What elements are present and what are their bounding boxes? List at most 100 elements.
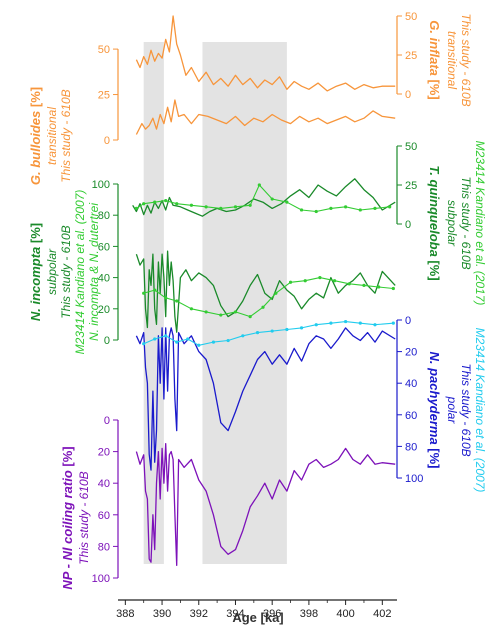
incompta-y-tick-label-0: 0 — [104, 335, 110, 347]
incompta-y-tick-label-40: 40 — [98, 273, 110, 285]
incompta-series-1-point — [219, 313, 223, 317]
inflata-series-0-line — [135, 15, 396, 92]
quinqueloba-series-1-point — [344, 205, 348, 209]
quinqueloba-series-1-point — [329, 206, 333, 210]
pachyderma-source: This study - 610B — [459, 363, 473, 456]
quinqueloba-source: This study - 610B — [459, 176, 473, 269]
coiling-y-tick-label-60: 60 — [98, 510, 110, 522]
incompta-series-1-point — [318, 276, 322, 280]
incompta-series-1-point — [204, 310, 208, 314]
bulloides-title: G. bulloides [%] — [28, 87, 43, 185]
pachyderma-y-tick-label-20: 20 — [405, 347, 417, 359]
pachyderma-series-1-point — [329, 321, 333, 325]
bulloides-y-tick-label-0: 0 — [104, 135, 110, 147]
quinqueloba-series-1-point — [204, 205, 208, 209]
quinqueloba-series-1-point — [373, 206, 377, 210]
coiling-y-tick-label-100: 100 — [92, 573, 110, 585]
incompta-series-1-point — [391, 286, 395, 291]
bulloides-series-0-line — [135, 99, 396, 135]
quinqueloba-subtitle: subpolar — [445, 200, 459, 247]
quinqueloba-series-1-point — [134, 206, 138, 210]
incompta-series-1-point — [248, 315, 252, 319]
bulloides-source: This study - 610B — [59, 89, 73, 182]
axes: 388 390 392 394 396 398 400 4020255002550025500… — [92, 11, 424, 620]
x-tick-label-400: 400 — [336, 608, 354, 620]
pachyderma-series-1-point — [270, 329, 274, 333]
inflata-y-tick-label-25: 25 — [405, 50, 417, 62]
x-tick-label-396: 396 — [263, 608, 281, 620]
incompta-source2: M23414 Kandiano et al. (2007) — [73, 190, 87, 355]
incompta-series-1-point — [233, 310, 238, 314]
incompta-series-1-point — [288, 280, 293, 284]
incompta-series-1-point — [261, 305, 265, 309]
quinqueloba-series-1-point — [358, 208, 362, 212]
quinqueloba-source2: M23414 Kandiano et al. (2017) — [473, 141, 487, 306]
x-tick-label-392: 392 — [190, 608, 208, 620]
bulloides-axis-title: G. bulloides [%] transitional This study… — [28, 87, 73, 185]
quinqueloba-series-1-point — [388, 205, 392, 209]
x-tick-label-388: 388 — [116, 608, 134, 620]
quinqueloba-axis-title: T. quinqueloba [%] subpolar This study -… — [427, 141, 487, 306]
pachyderma-y-tick-label-40: 40 — [405, 378, 417, 390]
incompta-series-1-point — [377, 285, 381, 289]
pachyderma-series-1-point — [226, 338, 230, 343]
inflata-subtitle: transitional — [445, 31, 459, 89]
coiling-series-0-line — [135, 443, 396, 567]
inflata-title: G. inflata [%] — [427, 20, 442, 99]
quinqueloba-title: T. quinqueloba [%] — [427, 165, 442, 280]
quinqueloba-series-1-point — [299, 208, 304, 212]
quinqueloba-series-1-point — [270, 197, 274, 201]
bulloides-y-tick-label-25: 25 — [98, 90, 110, 102]
pachyderma-subtitle: polar — [445, 396, 459, 425]
incompta-series-1-point — [347, 282, 351, 286]
quinqueloba-series-1-point — [189, 203, 194, 207]
quinqueloba-series-1-point — [175, 202, 179, 206]
quinqueloba-y-tick-label-0: 0 — [405, 219, 411, 231]
incompta-series-1-point — [189, 307, 194, 311]
inflata-y-tick-label-0: 0 — [405, 89, 411, 101]
pachyderma-series-1-point — [175, 340, 179, 344]
pachyderma-series-1-point — [153, 337, 157, 341]
inflata-source: This study - 610B — [459, 13, 473, 106]
pachyderma-series-1-point — [241, 334, 245, 338]
quinqueloba-series-1-line — [136, 184, 390, 213]
incompta-series-1-point — [153, 288, 157, 292]
pachyderma-series-1-point — [197, 343, 201, 347]
quinqueloba-series-1-point — [314, 209, 318, 214]
incompta-series-1-point — [303, 279, 307, 283]
pachyderma-y-tick-label-60: 60 — [405, 410, 417, 422]
pachyderma-series-1-point — [255, 331, 260, 335]
coiling-y-tick-label-0: 0 — [104, 415, 110, 427]
incompta-subtitle: subpolar — [45, 248, 59, 295]
quinqueloba-y-tick-label-50: 50 — [405, 141, 417, 153]
pachyderma-series-1-point — [211, 340, 216, 344]
coiling-y-tick-label-40: 40 — [98, 478, 110, 490]
pachyderma-series-1-point — [299, 326, 304, 330]
coiling-y-tick-label-20: 20 — [98, 447, 110, 459]
x-axis-title: Age [ka] — [232, 610, 283, 625]
incompta-series-1-point — [164, 296, 168, 300]
incompta-series-1-point — [362, 283, 366, 287]
incompta-source3: N. incompta & N. dutertrei — [87, 203, 101, 341]
shaded-interval-1 — [202, 42, 287, 564]
incompta-series-0-line — [135, 250, 396, 333]
pachyderma-axis-title: N. pachyderma [%] polar This study - 610… — [427, 328, 487, 493]
incompta-y-tick-label-100: 100 — [92, 179, 110, 191]
incompta-title: N. incompta [%] — [28, 223, 43, 321]
x-tick-label-398: 398 — [300, 608, 318, 620]
x-tick-label-390: 390 — [153, 608, 171, 620]
quinqueloba-series-1-point — [248, 203, 252, 207]
pachyderma-series-1-point — [358, 321, 362, 325]
coiling-axis-title: NP - Nl coiling ratio [%] This study - 6… — [60, 446, 91, 589]
x-tick-label-394: 394 — [226, 608, 244, 620]
incompta-axis-title: N. incompta [%] subpolar This study - 61… — [28, 190, 101, 355]
pachyderma-series-1-point — [186, 337, 190, 341]
inflata-y-tick-label-50: 50 — [405, 11, 417, 23]
incompta-series-1-point — [332, 279, 337, 283]
inflata-axis-title: G. inflata [%] transitional This study -… — [427, 13, 473, 106]
incompta-y-tick-label-80: 80 — [98, 210, 110, 222]
pachyderma-y-tick-label-0: 0 — [405, 315, 411, 327]
bulloides-subtitle: transitional — [45, 107, 59, 165]
incompta-y-tick-label-60: 60 — [98, 241, 110, 253]
incompta-series-1-point — [274, 291, 278, 295]
